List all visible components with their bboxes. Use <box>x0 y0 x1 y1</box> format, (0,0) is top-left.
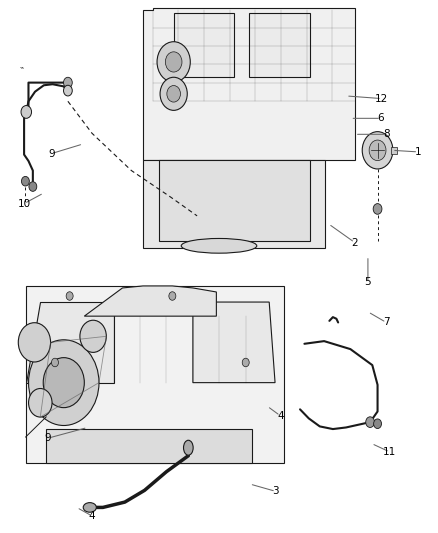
Circle shape <box>29 182 37 191</box>
Text: 11: 11 <box>383 447 396 457</box>
Circle shape <box>52 358 58 367</box>
Ellipse shape <box>83 503 96 512</box>
Text: 9: 9 <box>48 149 55 158</box>
Text: 8: 8 <box>383 130 390 139</box>
Circle shape <box>362 132 393 169</box>
Text: 6: 6 <box>378 114 385 123</box>
Circle shape <box>374 419 381 429</box>
Bar <box>249 13 310 77</box>
Text: 3: 3 <box>272 487 279 496</box>
Ellipse shape <box>181 238 257 253</box>
Text: 5: 5 <box>364 278 371 287</box>
Circle shape <box>28 389 52 417</box>
Circle shape <box>242 358 249 367</box>
Text: 7: 7 <box>383 318 390 327</box>
Circle shape <box>166 52 182 72</box>
Circle shape <box>157 42 190 82</box>
Circle shape <box>366 417 374 427</box>
Circle shape <box>21 176 29 186</box>
Circle shape <box>80 320 106 352</box>
Bar <box>392 147 398 154</box>
Text: 4: 4 <box>88 511 95 521</box>
Text: 10: 10 <box>18 199 31 208</box>
Polygon shape <box>84 286 216 316</box>
Circle shape <box>28 340 99 425</box>
Circle shape <box>369 140 386 160</box>
Circle shape <box>169 292 176 300</box>
Circle shape <box>64 85 72 96</box>
Text: 12: 12 <box>375 94 389 103</box>
Bar <box>173 13 234 77</box>
Circle shape <box>66 292 73 300</box>
Circle shape <box>373 204 382 214</box>
Polygon shape <box>25 302 113 383</box>
Circle shape <box>21 106 32 118</box>
Circle shape <box>160 77 187 110</box>
Text: ⌁: ⌁ <box>20 64 24 70</box>
Text: 9: 9 <box>45 433 52 443</box>
Circle shape <box>43 358 84 408</box>
Circle shape <box>18 322 50 362</box>
Text: 2: 2 <box>351 238 358 247</box>
Polygon shape <box>46 429 251 463</box>
Polygon shape <box>143 8 355 160</box>
Polygon shape <box>159 160 310 241</box>
Bar <box>25 286 284 463</box>
Circle shape <box>167 85 180 102</box>
Ellipse shape <box>184 440 193 455</box>
Polygon shape <box>193 302 275 383</box>
Text: 1: 1 <box>415 147 422 157</box>
Circle shape <box>64 77 72 88</box>
Polygon shape <box>143 160 325 248</box>
Text: 4: 4 <box>277 411 284 421</box>
